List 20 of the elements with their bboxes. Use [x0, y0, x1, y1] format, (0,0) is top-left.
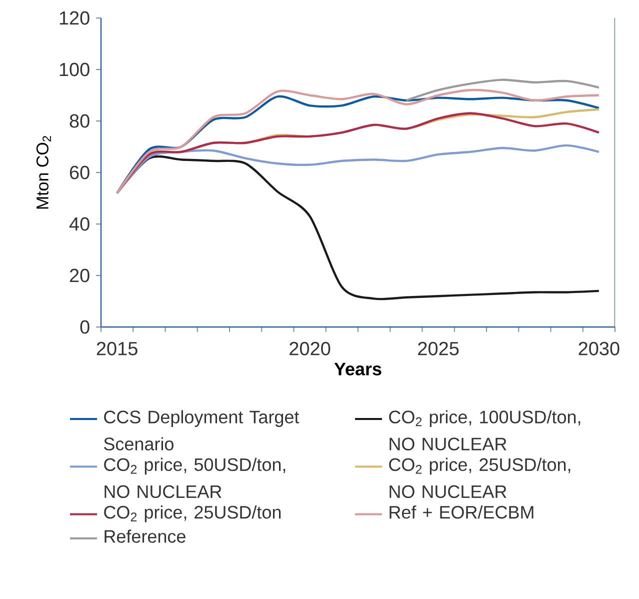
- legend-label: CO$_{2}$ price, 50USD/ton, NO NUCLEAR: [104, 458, 286, 498]
- x-tick-label: 2020: [290, 342, 330, 356]
- legend-label: Ref + EOR/ECBM: [390, 505, 534, 519]
- y-tick-label: 80: [70, 114, 90, 128]
- y-tick-label: 60: [70, 166, 90, 180]
- y-tick-label: 20: [70, 268, 90, 282]
- legend-label: CO$_{2}$ price, 25USD/ton, NO NUCLEAR: [389, 458, 570, 498]
- y-tick-label: 120: [60, 11, 90, 25]
- y-tick-label: 100: [60, 62, 90, 76]
- legend-label: Reference: [104, 530, 186, 543]
- y-axis-title: Mton CO$_{2}$: [36, 136, 51, 209]
- y-tick-label: 0: [80, 320, 90, 334]
- x-axis-title: Years: [334, 362, 382, 376]
- y-tick-label: 40: [69, 217, 90, 231]
- legend-label: CO$_{2}$ price, 25USD/ton: [104, 505, 281, 522]
- x-tick-label: 2015: [96, 342, 138, 356]
- legend-label: CO$_{2}$ price, 100USD/ton, NO NUCLEAR: [389, 410, 580, 450]
- line-series: [405, 78, 600, 102]
- x-tick-label: 2025: [418, 342, 459, 356]
- x-tick-label: 2030: [578, 342, 620, 356]
